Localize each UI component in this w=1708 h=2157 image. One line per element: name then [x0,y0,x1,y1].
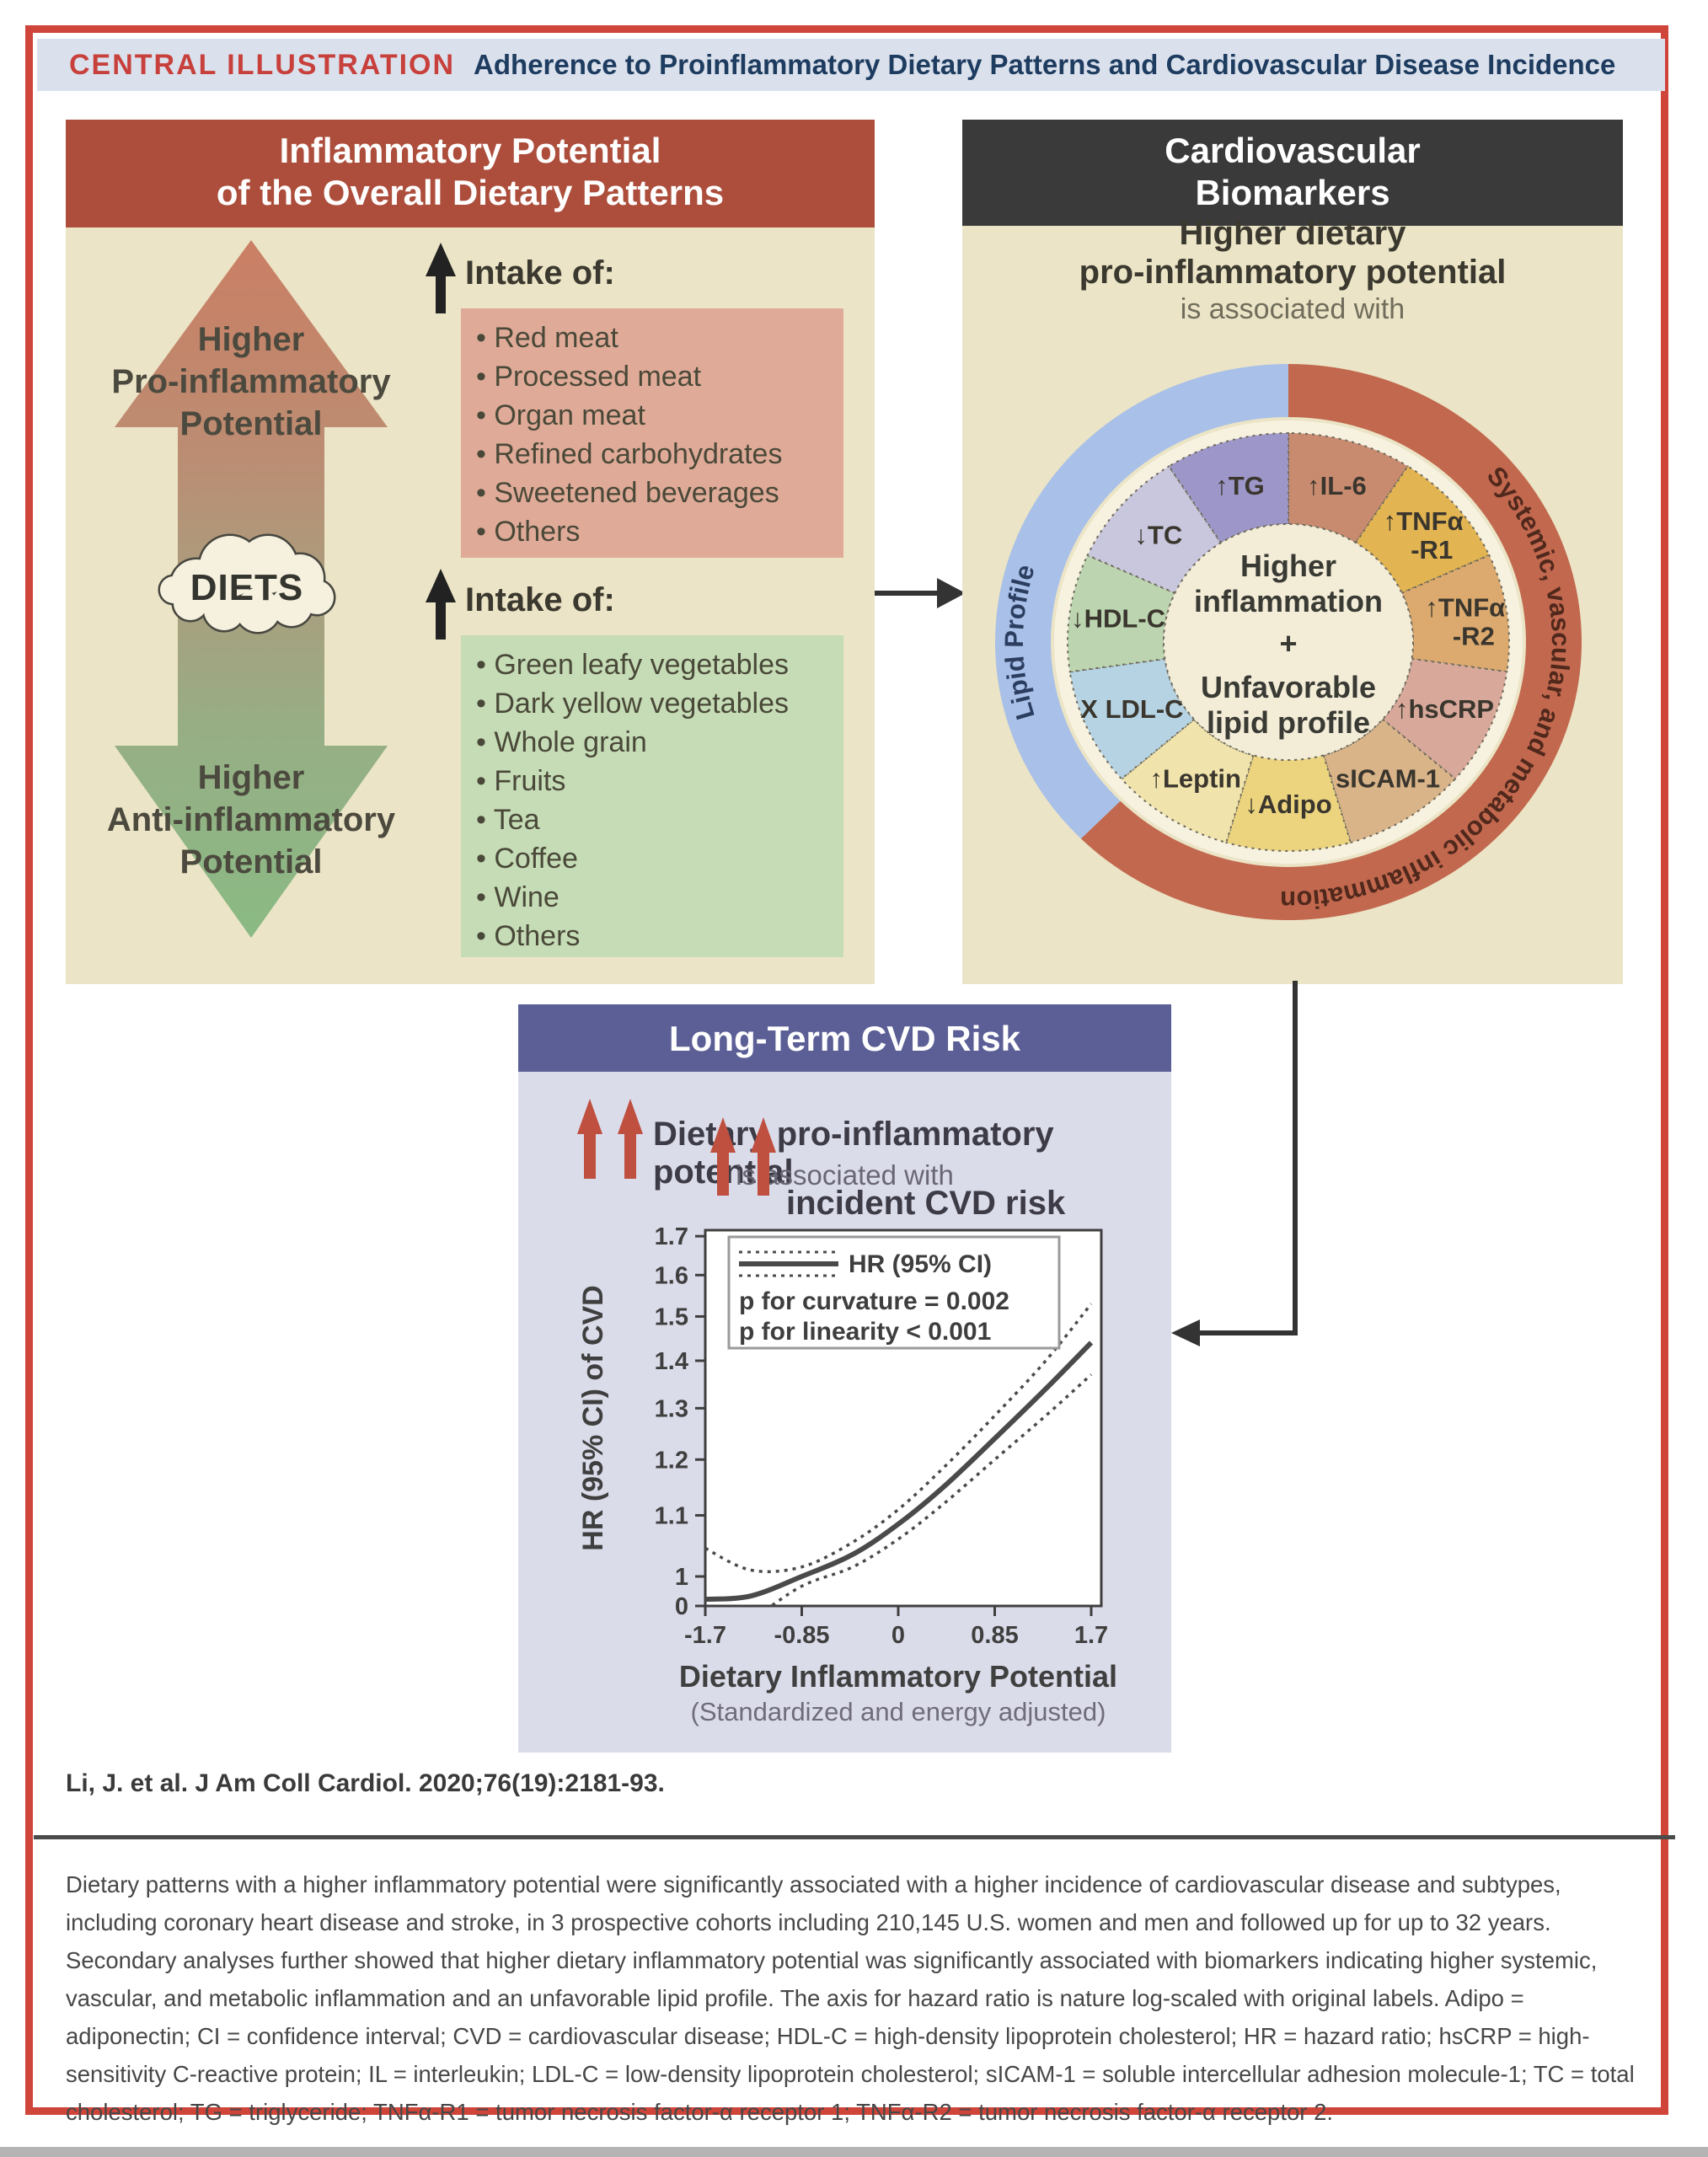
svg-text:-R1: -R1 [1411,535,1453,565]
inflammatory-potential-panel: Inflammatory Potential of the Overall Di… [66,120,875,984]
double-up-arrow-icon [710,1117,776,1196]
right-panel-title-line2: Biomarkers [1195,173,1390,212]
left-panel-title-line2: of the Overall Dietary Patterns [216,173,725,212]
svg-text:1.6: 1.6 [655,1262,688,1289]
double-up-arrow-icon [577,1099,643,1179]
series-HR [705,1341,1094,1603]
svg-text:Dietary Inflammatory Potential: Dietary Inflammatory Potential [679,1659,1117,1694]
intake-anti-box: Green leafy vegetables Dark yellow veget… [461,635,843,957]
svg-text:p for linearity < 0.001: p for linearity < 0.001 [739,1318,991,1346]
svg-text:↑IL-6: ↑IL-6 [1307,471,1367,500]
svg-text:↑TG: ↑TG [1215,471,1265,500]
figure-title: Adherence to Proinflammatory Dietary Pat… [474,49,1616,80]
panel-connector-right-arrow-icon [875,578,966,608]
intake-pro-list: Red meat Processed meat Organ meat Refin… [476,318,828,551]
cvd-risk-chart: 011.11.21.31.41.51.61.7-1.7 -0.85 0 0.85 1.7… [577,1223,1117,1726]
long-term-cvd-risk-panel: Long-Term CVD Risk Dietary pro-inflammat… [518,1004,1171,1753]
svg-text:1.3: 1.3 [655,1395,688,1422]
panel-connector-elbow-arrow-icon [1171,981,1298,1346]
cvd-line3: incident CVD risk [786,1185,1066,1222]
window-bottom-strip [0,2147,1708,2157]
svg-text:DIETS: DIETS [190,567,304,608]
right-panel-subtitle: Higher dietary pro-inflammatory potentia… [1079,215,1507,325]
svg-text:0: 0 [891,1622,905,1649]
svg-text:↓TC: ↓TC [1134,521,1182,550]
svg-text:↑Leptin: ↑Leptin [1149,763,1241,793]
intake-anti-heading: Intake of: [465,581,615,618]
svg-text:1: 1 [675,1564,688,1591]
intake-pro-box: Red meat Processed meat Organ meat Refin… [461,308,843,558]
svg-text:0: 0 [675,1593,688,1620]
inflammation-ring [1080,364,1582,920]
diets-cloud-icon: DIETS [158,533,336,634]
cvd-panel-header: Long-Term CVD Risk [518,1004,1171,1072]
figure-title-bar: CENTRAL ILLUSTRATION Adherence to Proinf… [37,39,1665,91]
svg-text:-1.7: -1.7 [684,1622,726,1649]
svg-text:lipid profile: lipid profile [1207,705,1370,740]
list-item: Coffee [476,839,828,878]
svg-text:+: + [1279,626,1297,661]
list-item: Whole grain [476,723,828,762]
list-item: Dark yellow vegetables [476,684,828,723]
up-arrow-icon [426,569,456,640]
svg-text:X LDL-C: X LDL-C [1080,694,1183,724]
up-arrow-icon [426,243,456,313]
svg-text:Unfavorable: Unfavorable [1201,670,1376,704]
svg-text:(Standardized and energy adjus: (Standardized and energy adjusted) [691,1697,1106,1726]
svg-text:↑TNFα: ↑TNFα [1425,593,1505,623]
caption-divider [34,1835,1675,1839]
left-panel-title-line1: Inflammatory Potential [279,131,661,170]
list-item: Wine [476,878,828,917]
right-panel-title-line1: Cardiovascular [1165,131,1421,170]
list-item: Red meat [476,318,828,357]
svg-text:↓Adipo: ↓Adipo [1245,789,1331,819]
left-panel-header: Inflammatory Potential of the Overall Di… [66,120,875,227]
list-item: Refined carbohydrates [476,435,828,474]
svg-text:1.7: 1.7 [655,1223,688,1250]
svg-text:1.2: 1.2 [655,1447,688,1474]
list-item: Organ meat [476,396,828,435]
svg-text:1.1: 1.1 [655,1502,688,1529]
list-item: Sweetened beverages [476,474,828,512]
list-item: Fruits [476,762,828,800]
anti-inflammatory-label: Higher Anti-inflammatory Potential [106,759,396,880]
intake-anti-list: Green leafy vegetables Dark yellow veget… [476,645,828,955]
svg-text:↑sICAM-1: ↑sICAM-1 [1323,763,1441,793]
citation: Li, J. et al. J Am Coll Cardiol. 2020;76… [66,1769,665,1797]
list-item: Processed meat [476,357,828,396]
central-illustration-label: CENTRAL ILLUSTRATION [69,48,456,81]
svg-text:1.7: 1.7 [1074,1622,1108,1649]
list-item: Tea [476,800,828,839]
svg-text:HR (95% CI) of CVD: HR (95% CI) of CVD [577,1285,609,1550]
lipid-profile-ring [995,364,1288,839]
svg-text:-R2: -R2 [1453,622,1495,651]
svg-text:0.85: 0.85 [971,1622,1018,1649]
right-panel-header: Cardiovascular Biomarkers [962,120,1623,226]
svg-text:p for curvature = 0.002: p for curvature = 0.002 [739,1287,1009,1315]
svg-text:1.4: 1.4 [655,1348,688,1375]
svg-text:↑TNFα: ↑TNFα [1384,506,1464,536]
svg-text:inflammation: inflammation [1194,584,1383,618]
svg-text:HR (95% CI): HR (95% CI) [849,1250,992,1278]
pro-inflammatory-label: Higher Pro-inflammatory Potential [111,321,391,442]
intake-pro-heading: Intake of: [465,254,615,292]
cvd-line2: is associated with [736,1159,954,1191]
list-item: Others [476,917,828,955]
svg-text:↓HDL-C: ↓HDL-C [1071,604,1165,634]
figure-caption: Dietary patterns with a higher inflammat… [66,1871,1635,2125]
list-item: Others [476,512,828,551]
svg-text:Higher: Higher [1240,549,1336,583]
svg-text:1.5: 1.5 [655,1303,688,1330]
list-item: Green leafy vegetables [476,645,828,684]
svg-text:-0.85: -0.85 [774,1622,829,1649]
cardiovascular-biomarkers-panel: Cardiovascular Biomarkers Higher dietary… [962,120,1623,984]
svg-text:↑hsCRP: ↑hsCRP [1395,694,1494,724]
